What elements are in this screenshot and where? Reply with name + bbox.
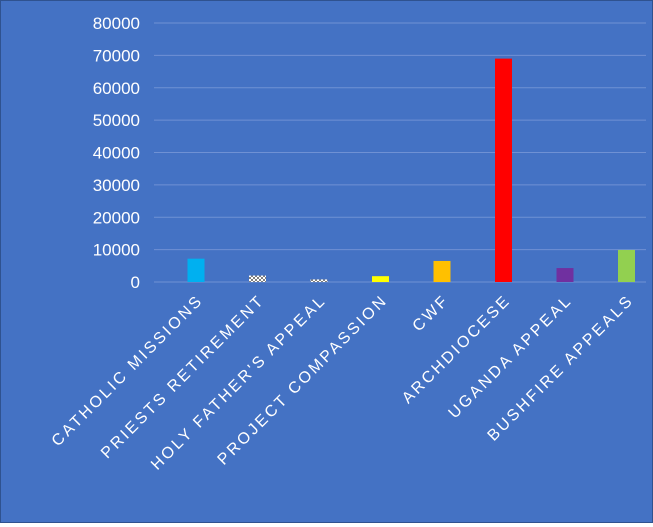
bar-cwf [434,261,451,282]
y-tick-label: 80000 [93,14,140,33]
bar-catholic-missions [188,259,205,282]
bar-project-compassion [372,276,389,282]
x-tick-label: UGANDA APPEAL [446,292,576,422]
y-tick-label: 20000 [93,208,140,227]
bar-holy-father-s-appeal [311,279,328,282]
y-axis-tick-labels: 0 10000 20000 30000 40000 50000 60000 70000 8000… [93,14,140,292]
y-tick-label: 0 [131,273,140,292]
bar-uganda-appeal [557,268,574,282]
bar-bushfire-appeals [618,250,635,282]
y-tick-label: 70000 [93,46,140,65]
y-tick-label: 10000 [93,241,140,260]
bars [188,59,636,282]
x-tick-label: CWF [410,292,453,335]
y-tick-label: 30000 [93,176,140,195]
bar-priests-retirement [249,276,266,282]
y-tick-label: 60000 [93,79,140,98]
y-tick-label: 40000 [93,144,140,163]
gridlines [154,23,646,282]
y-tick-label: 50000 [93,111,140,130]
x-tick-label: ARCHDIOCESE [399,292,514,407]
bar-archdiocese [495,59,512,282]
